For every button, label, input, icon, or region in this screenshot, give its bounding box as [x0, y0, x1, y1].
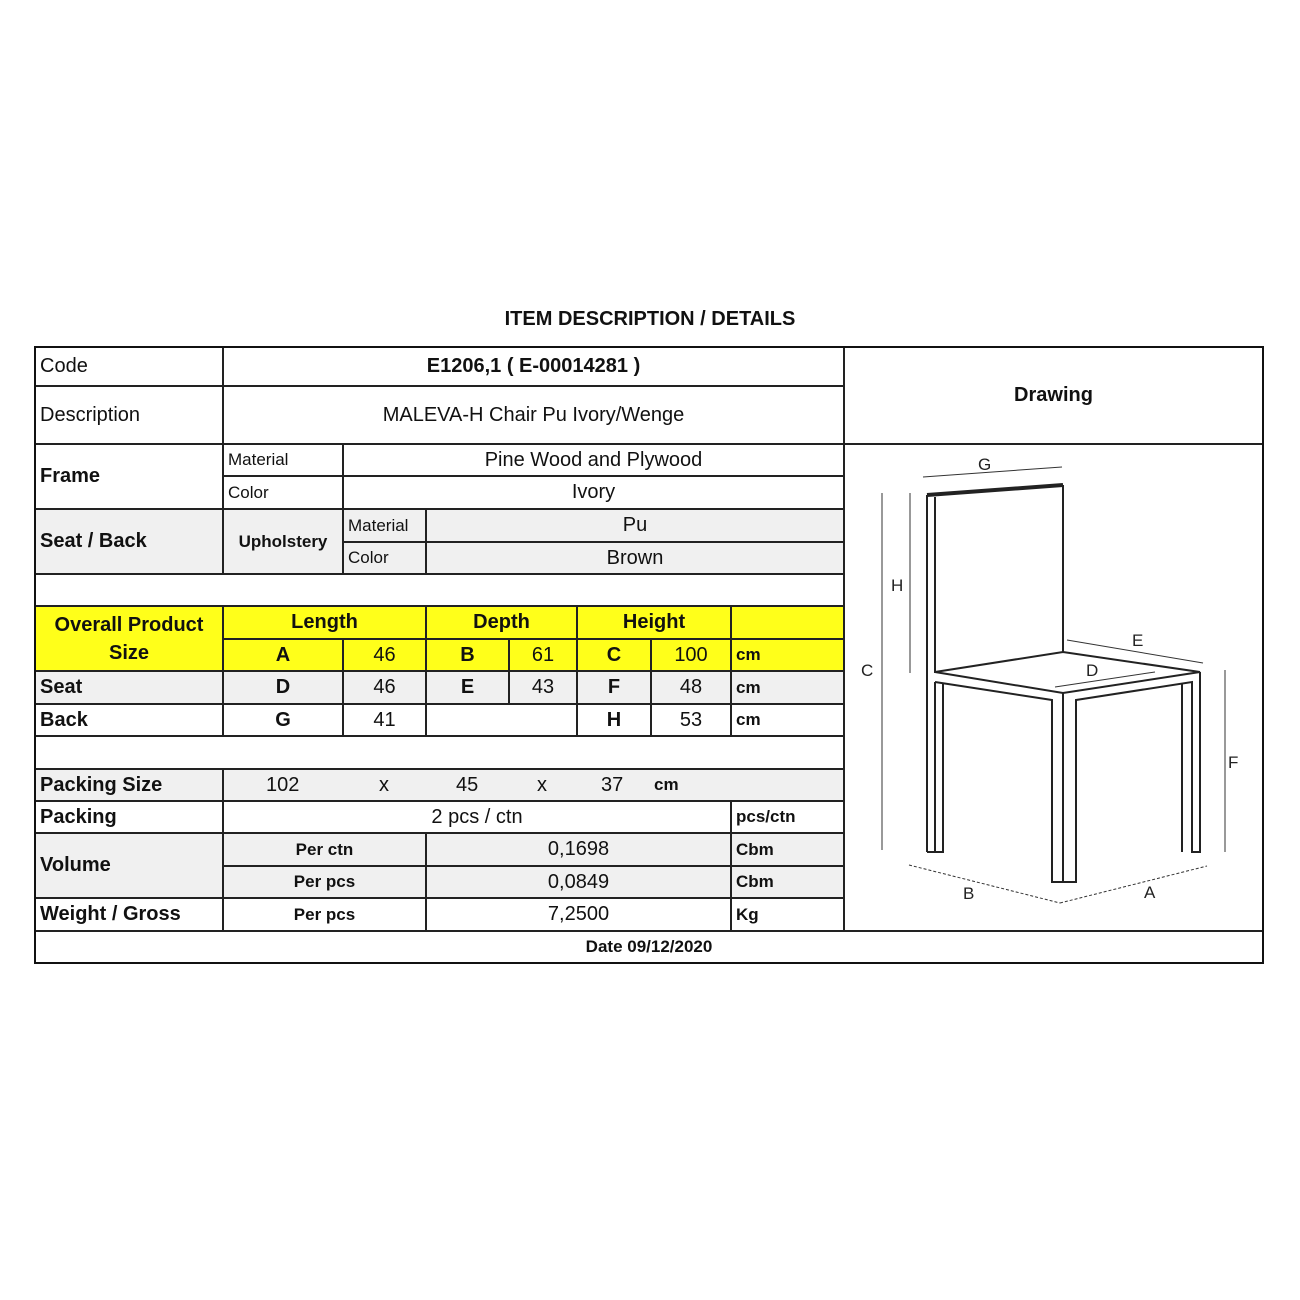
frame-material-label: Material	[224, 445, 344, 477]
volume-per-ctn-label: Per ctn	[224, 834, 427, 867]
seat-material-value: Pu	[427, 510, 845, 543]
upholstery-label: Upholstery	[224, 510, 344, 575]
b-value: 61	[510, 640, 578, 672]
code-value: E1206,1 ( E-00014281 )	[224, 348, 845, 387]
packing-value: 2 pcs / ctn	[224, 802, 732, 834]
packing-width: 45	[456, 773, 479, 796]
packing-x1: x	[379, 773, 389, 796]
volume-per-pcs-label: Per pcs	[224, 867, 427, 899]
overall-label-line2: Size	[108, 641, 150, 664]
description-label: Description	[36, 387, 224, 445]
frame-label: Frame	[36, 445, 224, 510]
d-label: D	[224, 672, 344, 705]
h-value: 53	[652, 705, 732, 737]
seat-color-label: Color	[344, 543, 427, 575]
seat-color-value: Brown	[427, 543, 845, 575]
frame-color-value: Ivory	[344, 477, 845, 510]
g-label: G	[224, 705, 344, 737]
packing-length: 102	[266, 773, 300, 796]
frame-material-value: Pine Wood and Plywood	[344, 445, 845, 477]
f-label: F	[578, 672, 652, 705]
height-header: Height	[578, 607, 732, 640]
g-value: 41	[344, 705, 427, 737]
overall-unit: cm	[732, 640, 845, 672]
overall-size-label: Overall Product Size	[36, 607, 224, 672]
weight-value: 7,2500	[427, 899, 732, 932]
packing-unit: pcs/ctn	[732, 802, 845, 834]
date: Date 09/12/2020	[585, 937, 713, 956]
weight-unit: Kg	[732, 899, 845, 932]
description-value: MALEVA-H Chair Pu Ivory/Wenge	[224, 387, 845, 445]
e-value: 43	[510, 672, 578, 705]
weight-label: Weight / Gross	[36, 899, 224, 932]
f-value: 48	[652, 672, 732, 705]
e-label: E	[427, 672, 510, 705]
weight-per-label: Per pcs	[224, 899, 427, 932]
spec-table: Code E1206,1 ( E-00014281 ) Description …	[34, 346, 1264, 964]
volume-per-pcs-value: 0,0849	[427, 867, 732, 899]
packing-size-unit: cm	[654, 775, 679, 794]
packing-height: 37	[601, 773, 624, 796]
length-header: Length	[224, 607, 427, 640]
packing-size-label: Packing Size	[36, 770, 224, 802]
packing-size-values: 102 x 45 x 37 cm	[224, 770, 845, 802]
c-value: 100	[652, 640, 732, 672]
spacer-row	[36, 737, 845, 770]
overall-label-line1: Overall Product	[54, 613, 204, 636]
b-label: B	[427, 640, 510, 672]
spacer-row	[36, 575, 845, 607]
drawing-label: Drawing	[845, 348, 1262, 445]
volume-per-ctn-unit: Cbm	[732, 834, 845, 867]
back-label: Back	[36, 705, 224, 737]
code-label: Code	[36, 348, 224, 387]
frame-color-label: Color	[224, 477, 344, 510]
depth-header: Depth	[427, 607, 578, 640]
packing-x2: x	[537, 773, 547, 796]
volume-label: Volume	[36, 834, 224, 899]
back-unit: cm	[732, 705, 845, 737]
drawing-panel	[845, 445, 1262, 932]
page-title: ITEM DESCRIPTION / DETAILS	[504, 308, 796, 330]
c-label: C	[578, 640, 652, 672]
packing-label: Packing	[36, 802, 224, 834]
h-label: H	[578, 705, 652, 737]
seat-material-label: Material	[344, 510, 427, 543]
unit-header	[732, 607, 845, 640]
volume-per-pcs-unit: Cbm	[732, 867, 845, 899]
seat-unit: cm	[732, 672, 845, 705]
seat-back-label: Seat / Back	[36, 510, 224, 575]
a-label: A	[224, 640, 344, 672]
d-value: 46	[344, 672, 427, 705]
a-value: 46	[344, 640, 427, 672]
back-empty	[427, 705, 578, 737]
volume-per-ctn-value: 0,1698	[427, 834, 732, 867]
seat-label: Seat	[36, 672, 224, 705]
